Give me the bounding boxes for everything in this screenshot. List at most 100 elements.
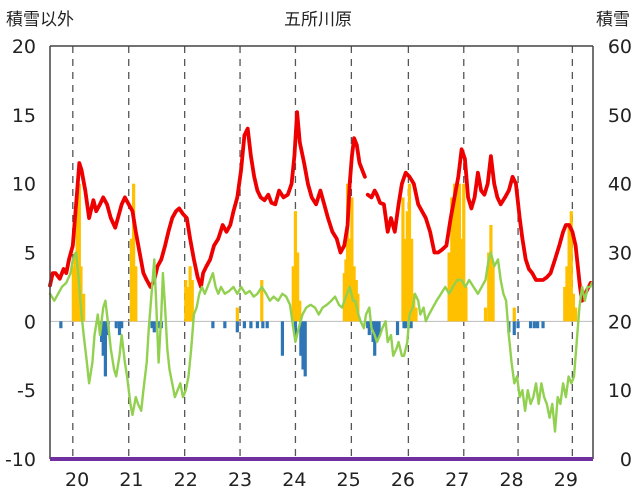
positive_bars-bar-11 xyxy=(188,266,192,322)
negative_bars-bar-17 xyxy=(255,321,260,329)
negative_bars-bar-16 xyxy=(249,321,253,329)
negative_bars-bar-41 xyxy=(541,321,545,329)
x-tick-label-28: 28 xyxy=(499,469,523,491)
negative_bars-bar-7 xyxy=(120,321,124,329)
negative_bars-bar-37 xyxy=(516,321,520,329)
positive_bars-bar-7 xyxy=(132,183,136,322)
chart-title: 五所川原 xyxy=(284,10,352,30)
positive_bars-bar-29 xyxy=(405,211,409,322)
right-y-tick-label: 20 xyxy=(608,311,632,333)
negative_bars-bar-25 xyxy=(366,321,370,329)
positive_bars-bar-28 xyxy=(403,238,407,322)
positive_bars-bar-21 xyxy=(345,183,350,322)
positive_bars-bar-33 xyxy=(414,307,418,322)
negative_bars-bar-2 xyxy=(101,321,105,356)
positive_bars-bar-20 xyxy=(344,259,348,322)
left-y-tick-label: 0 xyxy=(24,311,36,333)
negative_bars-bar-38 xyxy=(528,321,533,329)
positive_bars-bar-15 xyxy=(291,266,295,322)
positive_bars-bar-52 xyxy=(574,307,578,322)
positive_bars-bar-6 xyxy=(129,238,134,322)
negative_bars-bar-39 xyxy=(532,321,536,329)
positive_bars-bar-47 xyxy=(563,286,567,322)
positive_bars-bar-36 xyxy=(452,183,457,322)
positive_bars-bar-37 xyxy=(455,190,459,322)
negative_bars-bar-26 xyxy=(367,321,371,336)
bar-group xyxy=(59,183,578,377)
positive_bars-bar-34 xyxy=(447,252,451,322)
right-y-tick-label: 10 xyxy=(608,380,632,402)
positive_bars-bar-18 xyxy=(298,300,302,322)
negative_bars-bar-31 xyxy=(395,321,400,336)
x-tick-label-23: 23 xyxy=(228,469,252,491)
negative_bars-bar-20 xyxy=(280,321,285,356)
negative_bars-bar-13 xyxy=(223,321,227,329)
negative_bars-bar-30 xyxy=(377,321,381,336)
positive_bars-bar-40 xyxy=(462,183,466,322)
line-group xyxy=(48,110,594,433)
negative_bars-bar-23 xyxy=(301,321,305,370)
negative_bars-bar-6 xyxy=(117,321,122,336)
positive_bars-bar-44 xyxy=(489,224,493,322)
positive_bars-bar-46 xyxy=(512,307,516,322)
negative_bars-bar-15 xyxy=(242,321,246,329)
right-y-tick-label: 0 xyxy=(620,449,632,471)
positive_bars-bar-27 xyxy=(401,197,405,322)
left-y-tick-label: -10 xyxy=(5,449,36,471)
right-y-tick-label: 40 xyxy=(608,174,632,196)
positive_bars-bar-42 xyxy=(483,307,488,322)
negative_bars-bar-3 xyxy=(103,321,107,377)
positive_bars-bar-1 xyxy=(73,252,77,322)
negative_bars-bar-24 xyxy=(303,321,307,377)
right-y-tick-label: 60 xyxy=(608,36,632,58)
x-tick-label-22: 22 xyxy=(174,469,198,491)
positive_bars-bar-24 xyxy=(352,266,356,322)
negative_bars-bar-36 xyxy=(512,321,516,336)
x-tick-label-24: 24 xyxy=(282,469,306,491)
x-tick-label-20: 20 xyxy=(65,469,89,491)
red-series-line-1 xyxy=(365,147,593,303)
positive_bars-bar-9 xyxy=(184,280,188,322)
left-y-tick-label: -5 xyxy=(17,380,36,402)
negative_bars-bar-32 xyxy=(402,321,406,329)
negative_bars-bar-21 xyxy=(293,321,298,336)
negative_bars-bar-12 xyxy=(211,321,215,329)
negative_bars-bar-40 xyxy=(536,321,540,329)
negative_bars-bar-18 xyxy=(261,321,265,329)
x-tick-label-26: 26 xyxy=(391,469,415,491)
green-series-line-0 xyxy=(48,251,594,433)
positive_bars-bar-51 xyxy=(571,293,576,322)
positive_bars-bar-16 xyxy=(293,211,298,322)
positive_bars-bar-23 xyxy=(350,197,354,322)
left-y-tick-label: 15 xyxy=(12,105,36,127)
positive_bars-bar-43 xyxy=(487,252,491,322)
positive_bars-bar-31 xyxy=(410,238,414,322)
positive_bars-bar-19 xyxy=(342,273,346,322)
negative_bars-bar-34 xyxy=(409,321,413,329)
positive_bars-bar-8 xyxy=(134,266,138,322)
positive_bars-bar-49 xyxy=(567,224,571,322)
negative_bars-bar-0 xyxy=(59,321,63,329)
positive_bars-bar-12 xyxy=(190,280,194,322)
positive_bars-bar-30 xyxy=(407,183,412,322)
positive_bars-bar-17 xyxy=(296,252,300,322)
positive_bars-bar-48 xyxy=(565,266,569,322)
negative_bars-bar-8 xyxy=(150,321,154,329)
left-y-tick-label: 5 xyxy=(24,243,36,265)
left-axis-title: 積雪以外 xyxy=(6,10,74,30)
x-tick-label-25: 25 xyxy=(337,469,361,491)
positive_bars-bar-10 xyxy=(186,286,190,322)
x-tick-label-21: 21 xyxy=(119,469,143,491)
negative_bars-bar-22 xyxy=(299,321,303,356)
negative_bars-bar-5 xyxy=(114,321,118,329)
positive_bars-bar-38 xyxy=(457,183,462,322)
positive_bars-bar-22 xyxy=(348,238,352,322)
x-tick-label-27: 27 xyxy=(445,469,469,491)
positive_bars-bar-3 xyxy=(77,183,81,322)
negative_bars-bar-14 xyxy=(235,321,239,333)
negative_bars-bar-29 xyxy=(375,321,379,342)
left-y-tick-label: 10 xyxy=(12,174,36,196)
